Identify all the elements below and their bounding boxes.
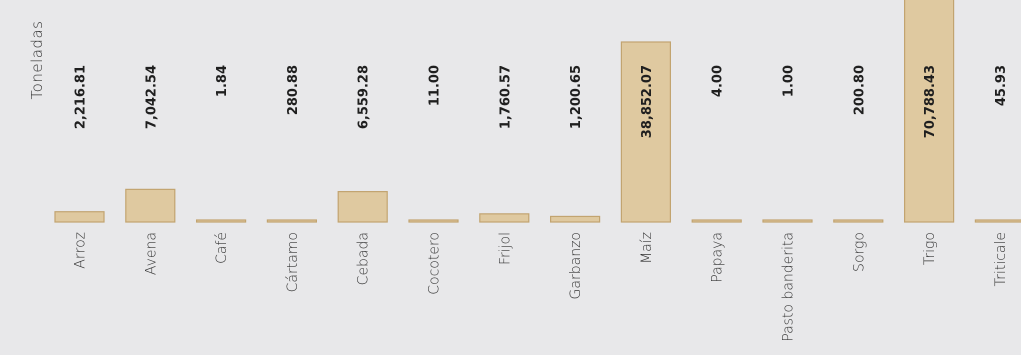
value-label: 11.00 (428, 65, 443, 106)
bar-frijol (479, 213, 530, 223)
category-label: Maíz (639, 232, 655, 264)
category-label: Cocotero (427, 232, 443, 295)
value-label: 1,760.57 (498, 65, 513, 129)
category-label: Arroz (73, 232, 89, 269)
value-label: 4.00 (711, 65, 726, 97)
category-label: Trigo (922, 232, 938, 265)
value-label: 2,216.81 (74, 65, 89, 129)
bar-triticale (974, 219, 1021, 223)
bar-c-rtamo (266, 219, 317, 223)
bar-arroz (54, 211, 105, 223)
value-label: 7,042.54 (144, 65, 159, 129)
bar-ma-z (620, 41, 672, 223)
category-label: Frijol (497, 232, 513, 265)
category-label: Garbanzo (568, 232, 584, 299)
value-label: 70,788.43 (923, 65, 938, 138)
bar-avena (125, 188, 176, 223)
value-label: 1.00 (782, 65, 797, 97)
category-label: Pasto banderita (781, 232, 797, 342)
bar-caf- (196, 219, 247, 223)
bar-trigo (903, 0, 955, 223)
bar-cebada (337, 191, 388, 223)
bar-sorgo (833, 219, 884, 223)
value-label: 1.84 (215, 65, 230, 97)
bar-pasto-banderita (762, 219, 813, 223)
value-label: 45.93 (994, 65, 1009, 106)
category-label: Sorgo (851, 232, 867, 272)
value-label: 38,852.07 (640, 65, 655, 138)
bar-garbanzo (549, 215, 601, 223)
category-label: Triticale (993, 232, 1009, 286)
y-axis-label: Toneladas (28, 21, 46, 100)
category-label: Café (214, 232, 230, 264)
value-label: 200.80 (852, 65, 867, 115)
value-label: 1,200.65 (569, 65, 584, 129)
category-label: Papaya (710, 232, 726, 283)
value-label: 6,559.28 (357, 65, 372, 129)
value-label: 280.88 (286, 65, 301, 115)
bar-cocotero (408, 219, 459, 223)
category-label: Avena (143, 232, 159, 275)
category-label: Cebada (356, 232, 372, 285)
bar-papaya (691, 219, 742, 223)
category-label: Cártamo (285, 232, 301, 292)
